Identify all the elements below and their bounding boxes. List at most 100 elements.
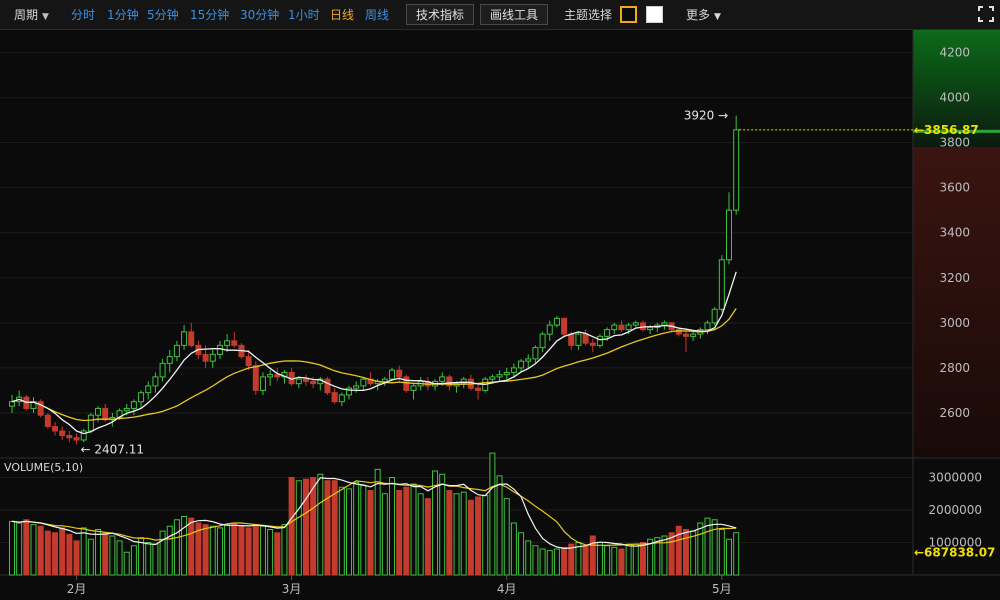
volume-bar (718, 529, 725, 576)
chevron-down-icon: ▼ (42, 12, 49, 22)
price-tick-label: 3400 (939, 226, 970, 240)
candle-body (259, 376, 266, 391)
candle-body (267, 374, 274, 378)
more-menu[interactable]: 更多 ▼ (686, 0, 721, 30)
candle-body (87, 414, 94, 432)
candle-body (625, 324, 632, 331)
price-tick-label: 4200 (939, 46, 970, 60)
ma-fast-line (11, 271, 737, 435)
candle-body (575, 333, 582, 346)
volume-tick-label: 1000000 (929, 536, 982, 550)
fullscreen-icon[interactable] (978, 6, 994, 22)
candle-body (682, 333, 689, 337)
candle-body (44, 414, 51, 427)
candle-body (188, 331, 195, 346)
ma-slow-line (11, 308, 737, 422)
volume-bar (245, 527, 252, 576)
theme-light-swatch[interactable] (646, 6, 663, 23)
interval-daily[interactable]: 日线 (330, 8, 355, 22)
period-selector[interactable]: 周期 ▼ (14, 0, 49, 30)
interval-30min[interactable]: 30分钟 (240, 8, 280, 22)
candle-body (589, 342, 596, 346)
drawing-tools-button[interactable]: 画线工具 (480, 4, 549, 25)
candle-body (59, 430, 66, 436)
candle-body (711, 308, 718, 324)
candle-body (604, 329, 611, 337)
volume-bar (596, 542, 603, 576)
volume-bar (561, 546, 568, 576)
volume-bar (109, 535, 116, 576)
last-price-label: ←3856.87 (914, 123, 979, 137)
theme-dark-swatch[interactable] (620, 6, 637, 23)
volume-bar (389, 477, 396, 576)
candle-body (324, 378, 331, 394)
volume-bar (525, 540, 532, 576)
price-tick-label: 3000 (939, 316, 970, 330)
volume-bar (123, 551, 130, 576)
volume-bar (152, 543, 159, 576)
candle-body (718, 259, 725, 310)
candle-body (389, 369, 396, 380)
candle-body (145, 385, 152, 394)
candle-body (690, 333, 697, 337)
indicators-button[interactable]: 技术指标 (406, 4, 475, 25)
volume-ma10-line (11, 480, 737, 546)
candle-body (181, 331, 188, 346)
candle-body (518, 360, 525, 369)
volume-bar (238, 525, 245, 576)
interval-tick[interactable]: 分时 (71, 8, 96, 22)
candle-body (173, 344, 180, 358)
volume-bar (647, 538, 654, 576)
candle-body (52, 425, 59, 432)
candle-body (596, 335, 603, 346)
volume-bar (496, 475, 503, 576)
candle-body (582, 333, 589, 344)
volume-bar (302, 478, 309, 576)
volume-bar (381, 493, 388, 576)
volume-bar (159, 530, 166, 576)
volume-bar (80, 527, 87, 576)
candle-body (37, 401, 44, 416)
volume-bar (503, 498, 510, 576)
candle-body (130, 401, 137, 409)
time-tick-label: 2月 (67, 582, 87, 596)
volume-tick-label: 2000000 (929, 503, 982, 517)
candle-body (345, 387, 352, 396)
volume-bar (52, 532, 59, 576)
candle-body (102, 407, 109, 421)
theme-label: 主题选择 (564, 8, 613, 22)
volume-bar (682, 529, 689, 576)
volume-bar (188, 517, 195, 576)
interval-weekly[interactable]: 周线 (365, 8, 390, 22)
chevron-down-icon: ▼ (714, 12, 721, 22)
volume-bar (288, 477, 295, 576)
volume-bar (30, 524, 37, 576)
volume-bar (711, 519, 718, 576)
interval-5min[interactable]: 5分钟 (147, 8, 179, 22)
volume-bar (16, 522, 23, 576)
candle-body (675, 329, 682, 335)
volume-bar (209, 525, 216, 576)
candle-body (295, 378, 302, 385)
volume-bar (467, 499, 474, 576)
kline-chart[interactable]: 2600 2800 3000 3200 3400 3600 3800 4000 4200 100… (0, 30, 1000, 600)
candle-body (202, 353, 209, 362)
candle-body (475, 387, 482, 391)
candle-body (95, 407, 102, 416)
volume-bar (73, 540, 80, 576)
volume-bar (145, 542, 152, 576)
volume-bar (453, 493, 460, 576)
volume-bar (317, 473, 324, 576)
volume-bar (639, 542, 646, 576)
volume-bar (267, 529, 274, 576)
price-tick-label: 2600 (939, 406, 970, 420)
volume-bar (224, 524, 231, 576)
candle-body (245, 356, 252, 367)
interval-15min[interactable]: 15分钟 (190, 8, 230, 22)
price-tick-label: 2800 (939, 361, 970, 375)
volume-bar (116, 540, 123, 576)
volume-bar (654, 537, 661, 576)
candle-body (726, 209, 732, 261)
interval-1hour[interactable]: 1小时 (288, 8, 320, 22)
interval-1min[interactable]: 1分钟 (107, 8, 139, 22)
